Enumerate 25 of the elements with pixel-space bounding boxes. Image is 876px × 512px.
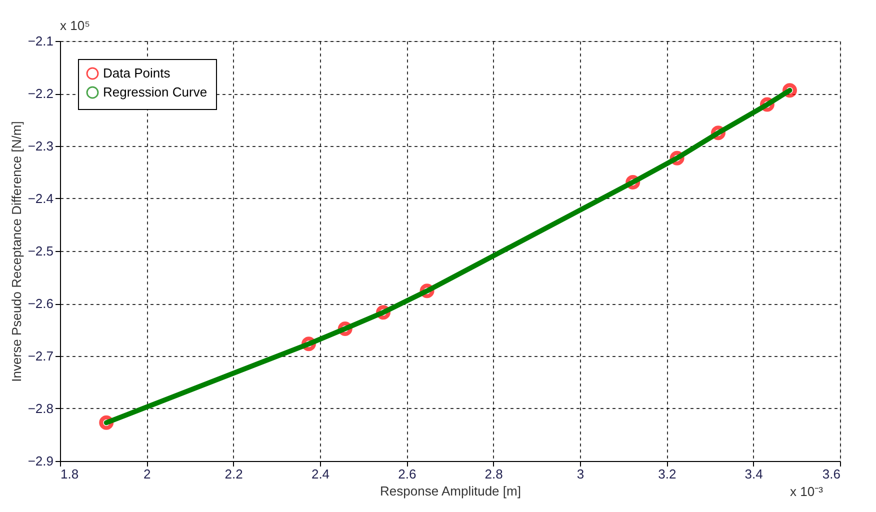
- x-tick-label: 2.4: [311, 466, 330, 482]
- y-axis-title: Inverse Pseudo Receptance Difference [N/m]: [8, 121, 24, 382]
- x-tick-label: 2.8: [484, 466, 503, 482]
- x-tick-label: 3.2: [658, 466, 676, 482]
- x-tick-label: 1.8: [60, 466, 79, 482]
- x-tick-label: 3.6: [822, 466, 840, 482]
- x-tick-label: 3.4: [744, 466, 763, 482]
- y-tick-label: −2.4: [28, 191, 54, 206]
- legend-label: Regression Curve: [103, 84, 208, 100]
- x-axis-title: Response Amplitude [m]: [380, 484, 521, 498]
- y-tick-label: −2.9: [28, 454, 54, 468]
- text: x 10⁵: [60, 18, 90, 33]
- y-tick-label: −2.1: [28, 34, 54, 48]
- x-tick-label: 2: [144, 466, 151, 482]
- y-tick-label: −2.8: [28, 401, 54, 416]
- x-tick-label: 2.2: [224, 466, 243, 482]
- x-tick-label: 2.6: [398, 466, 416, 482]
- text: x 10⁻³: [790, 484, 824, 499]
- y-tick-label: −2.3: [28, 138, 54, 154]
- y-tick-label: −2.6: [28, 296, 54, 311]
- x-tick-label: 3: [576, 466, 584, 482]
- y-tick-label: −2.2: [28, 86, 54, 101]
- y-tick-label: −2.5: [28, 244, 54, 258]
- y-tick-label: −2.7: [28, 348, 54, 364]
- legend-label: Data Points: [103, 66, 171, 80]
